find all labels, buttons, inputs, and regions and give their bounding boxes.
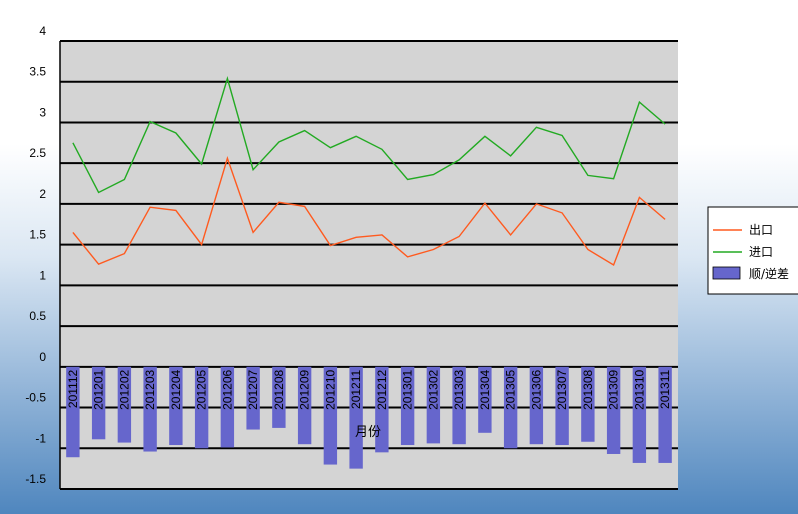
bar [658,366,672,463]
x-tick-label: 201308 [581,369,595,409]
series-line [72,156,666,267]
bar [503,366,518,449]
x-tick-label: 201301 [401,369,415,409]
legend-label: 进口 [749,245,773,259]
y-tick-label: 3.5 [29,65,46,79]
x-tick-label: 201206 [220,369,234,409]
x-tick-label: 201310 [632,369,646,409]
y-tick-label: 3 [39,105,46,119]
x-tick-label: 201304 [478,369,492,409]
y-tick-label: 4 [39,24,46,38]
x-tick-label: 201205 [195,369,209,409]
bar [272,366,286,428]
bar [632,366,647,463]
gridlines [59,40,678,490]
x-axis-label: 月份 [355,425,381,440]
y-tick-label: -1.5 [25,472,46,486]
y-tick-label: -0.5 [25,391,46,405]
bar [297,366,312,445]
x-tick-label: 201210 [323,369,337,409]
x-tick-label: 201303 [452,369,466,409]
x-tick-label: 201306 [529,369,543,409]
y-tick-label: 0 [39,350,46,364]
bar [91,366,106,440]
bar [581,366,595,442]
x-tick-label: 201208 [272,369,286,409]
x-tick-label: 201112 [66,369,80,408]
bar [400,366,415,446]
x-tick-label: 201201 [92,369,106,409]
line-series [72,76,666,267]
bar [169,366,183,446]
x-tick-label: 201311 [658,369,672,408]
legend-label: 出口 [749,223,773,237]
x-tick-label: 201307 [555,369,569,409]
bar [452,366,466,445]
bar [349,366,363,469]
bar [143,366,157,452]
bar [194,366,209,449]
x-tick-label: 201202 [117,369,131,409]
x-tick-label: 201209 [298,369,312,409]
x-tick-label: 201212 [375,369,389,409]
category-labels: 201112 201201 201202 201203 201204 201205 2012… [66,369,672,409]
y-tick-label: 0.5 [29,309,46,323]
bar [555,366,569,446]
x-tick-label: 201207 [246,369,260,409]
y-tick-label: -1 [35,431,46,445]
series-line [72,76,666,194]
x-tick-label: 201302 [426,369,440,409]
bar [375,366,389,453]
bar [529,366,544,445]
y-tick-label: 1.5 [29,228,46,242]
bar [323,366,338,465]
legend-swatch [712,266,741,280]
x-tick-label: 201309 [607,369,621,409]
y-axis-ticks: -1.5 -1 -0.5 0 0.5 1 1.5 2 2.5 3 3.5 4 [25,24,46,486]
y-tick-label: 2.5 [29,146,46,160]
bar [66,366,80,458]
bar [246,366,260,430]
legend-label: 顺/逆差 [749,266,789,281]
bar [426,366,441,444]
x-tick-label: 201305 [504,369,518,409]
plot-area [60,41,678,489]
y-tick-label: 1 [39,268,46,282]
bar-series [66,366,672,469]
x-tick-label: 201204 [169,369,183,409]
x-tick-label: 201211 [349,369,363,408]
legend-box [707,206,798,295]
bar [478,366,492,433]
bar [117,366,132,443]
x-tick-label: 201203 [143,369,157,409]
bar [220,366,235,448]
y-tick-label: 2 [39,187,46,201]
bar [606,366,621,454]
